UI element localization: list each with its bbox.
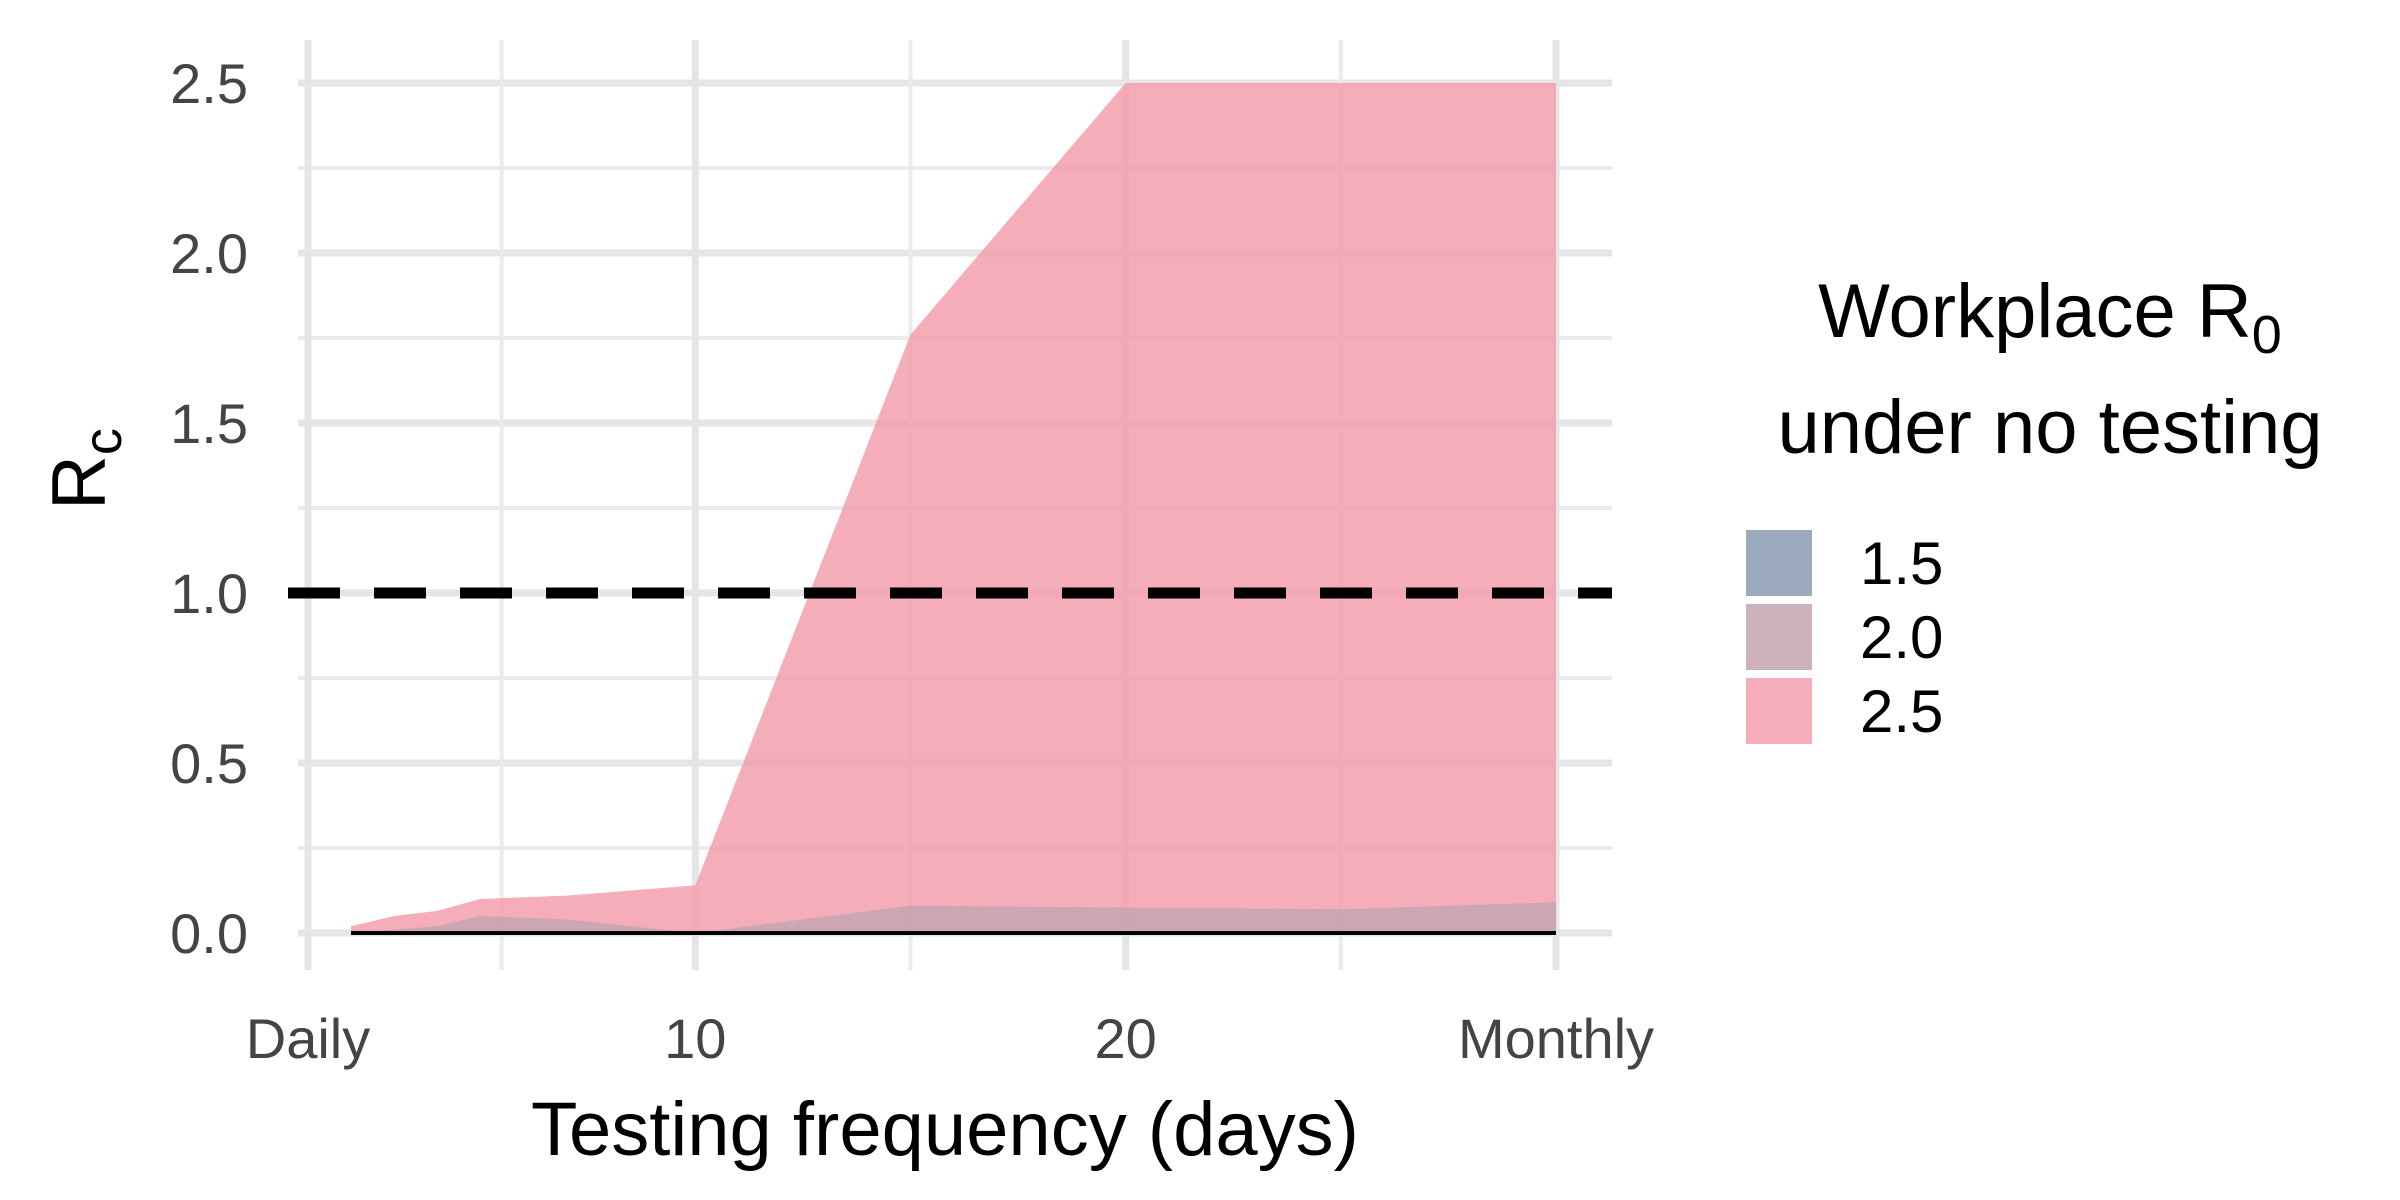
legend-swatch — [1746, 530, 1812, 596]
x-tick-label: Daily — [246, 1007, 370, 1070]
y-tick-label: 0.0 — [170, 902, 248, 965]
y-tick-label: 0.5 — [170, 732, 248, 795]
legend-title-line1: Workplace R0 — [1818, 269, 2282, 365]
y-tick-label: 2.0 — [170, 222, 248, 285]
legend: Workplace R0 under no testing 1.5 2.0 2.5 — [1746, 269, 2323, 745]
legend-label: 1.5 — [1860, 530, 1943, 597]
x-tick-label: 20 — [1095, 1007, 1157, 1070]
y-tick-label: 1.0 — [170, 562, 248, 625]
y-axis-title-sub: c — [73, 428, 133, 455]
x-tick-label: 10 — [664, 1007, 726, 1070]
series-area-2-5 — [351, 83, 1557, 933]
y-axis-title: Rc — [37, 428, 133, 510]
legend-swatch — [1746, 678, 1812, 744]
legend-title-sub: 0 — [2252, 305, 2282, 365]
legend-label: 2.0 — [1860, 604, 1943, 671]
legend-swatch — [1746, 604, 1812, 670]
y-axis-ticks: 0.0 0.5 1.0 1.5 2.0 2.5 — [170, 52, 248, 965]
x-tick-label: Monthly — [1458, 1007, 1654, 1070]
legend-entries: 1.5 2.0 2.5 — [1746, 530, 1943, 745]
legend-label: 2.5 — [1860, 678, 1943, 745]
y-tick-label: 2.5 — [170, 52, 248, 115]
series-area-2-0 — [351, 902, 1557, 933]
x-axis-ticks: Daily 10 20 Monthly — [246, 1007, 1654, 1070]
legend-title-line2: under no testing — [1777, 385, 2322, 470]
series-areas — [351, 83, 1557, 933]
y-axis-title-main: R — [37, 455, 122, 510]
x-axis-title: Testing frequency (days) — [531, 1087, 1359, 1172]
legend-title-main: Workplace R — [1818, 269, 2252, 354]
y-tick-label: 1.5 — [170, 392, 248, 455]
